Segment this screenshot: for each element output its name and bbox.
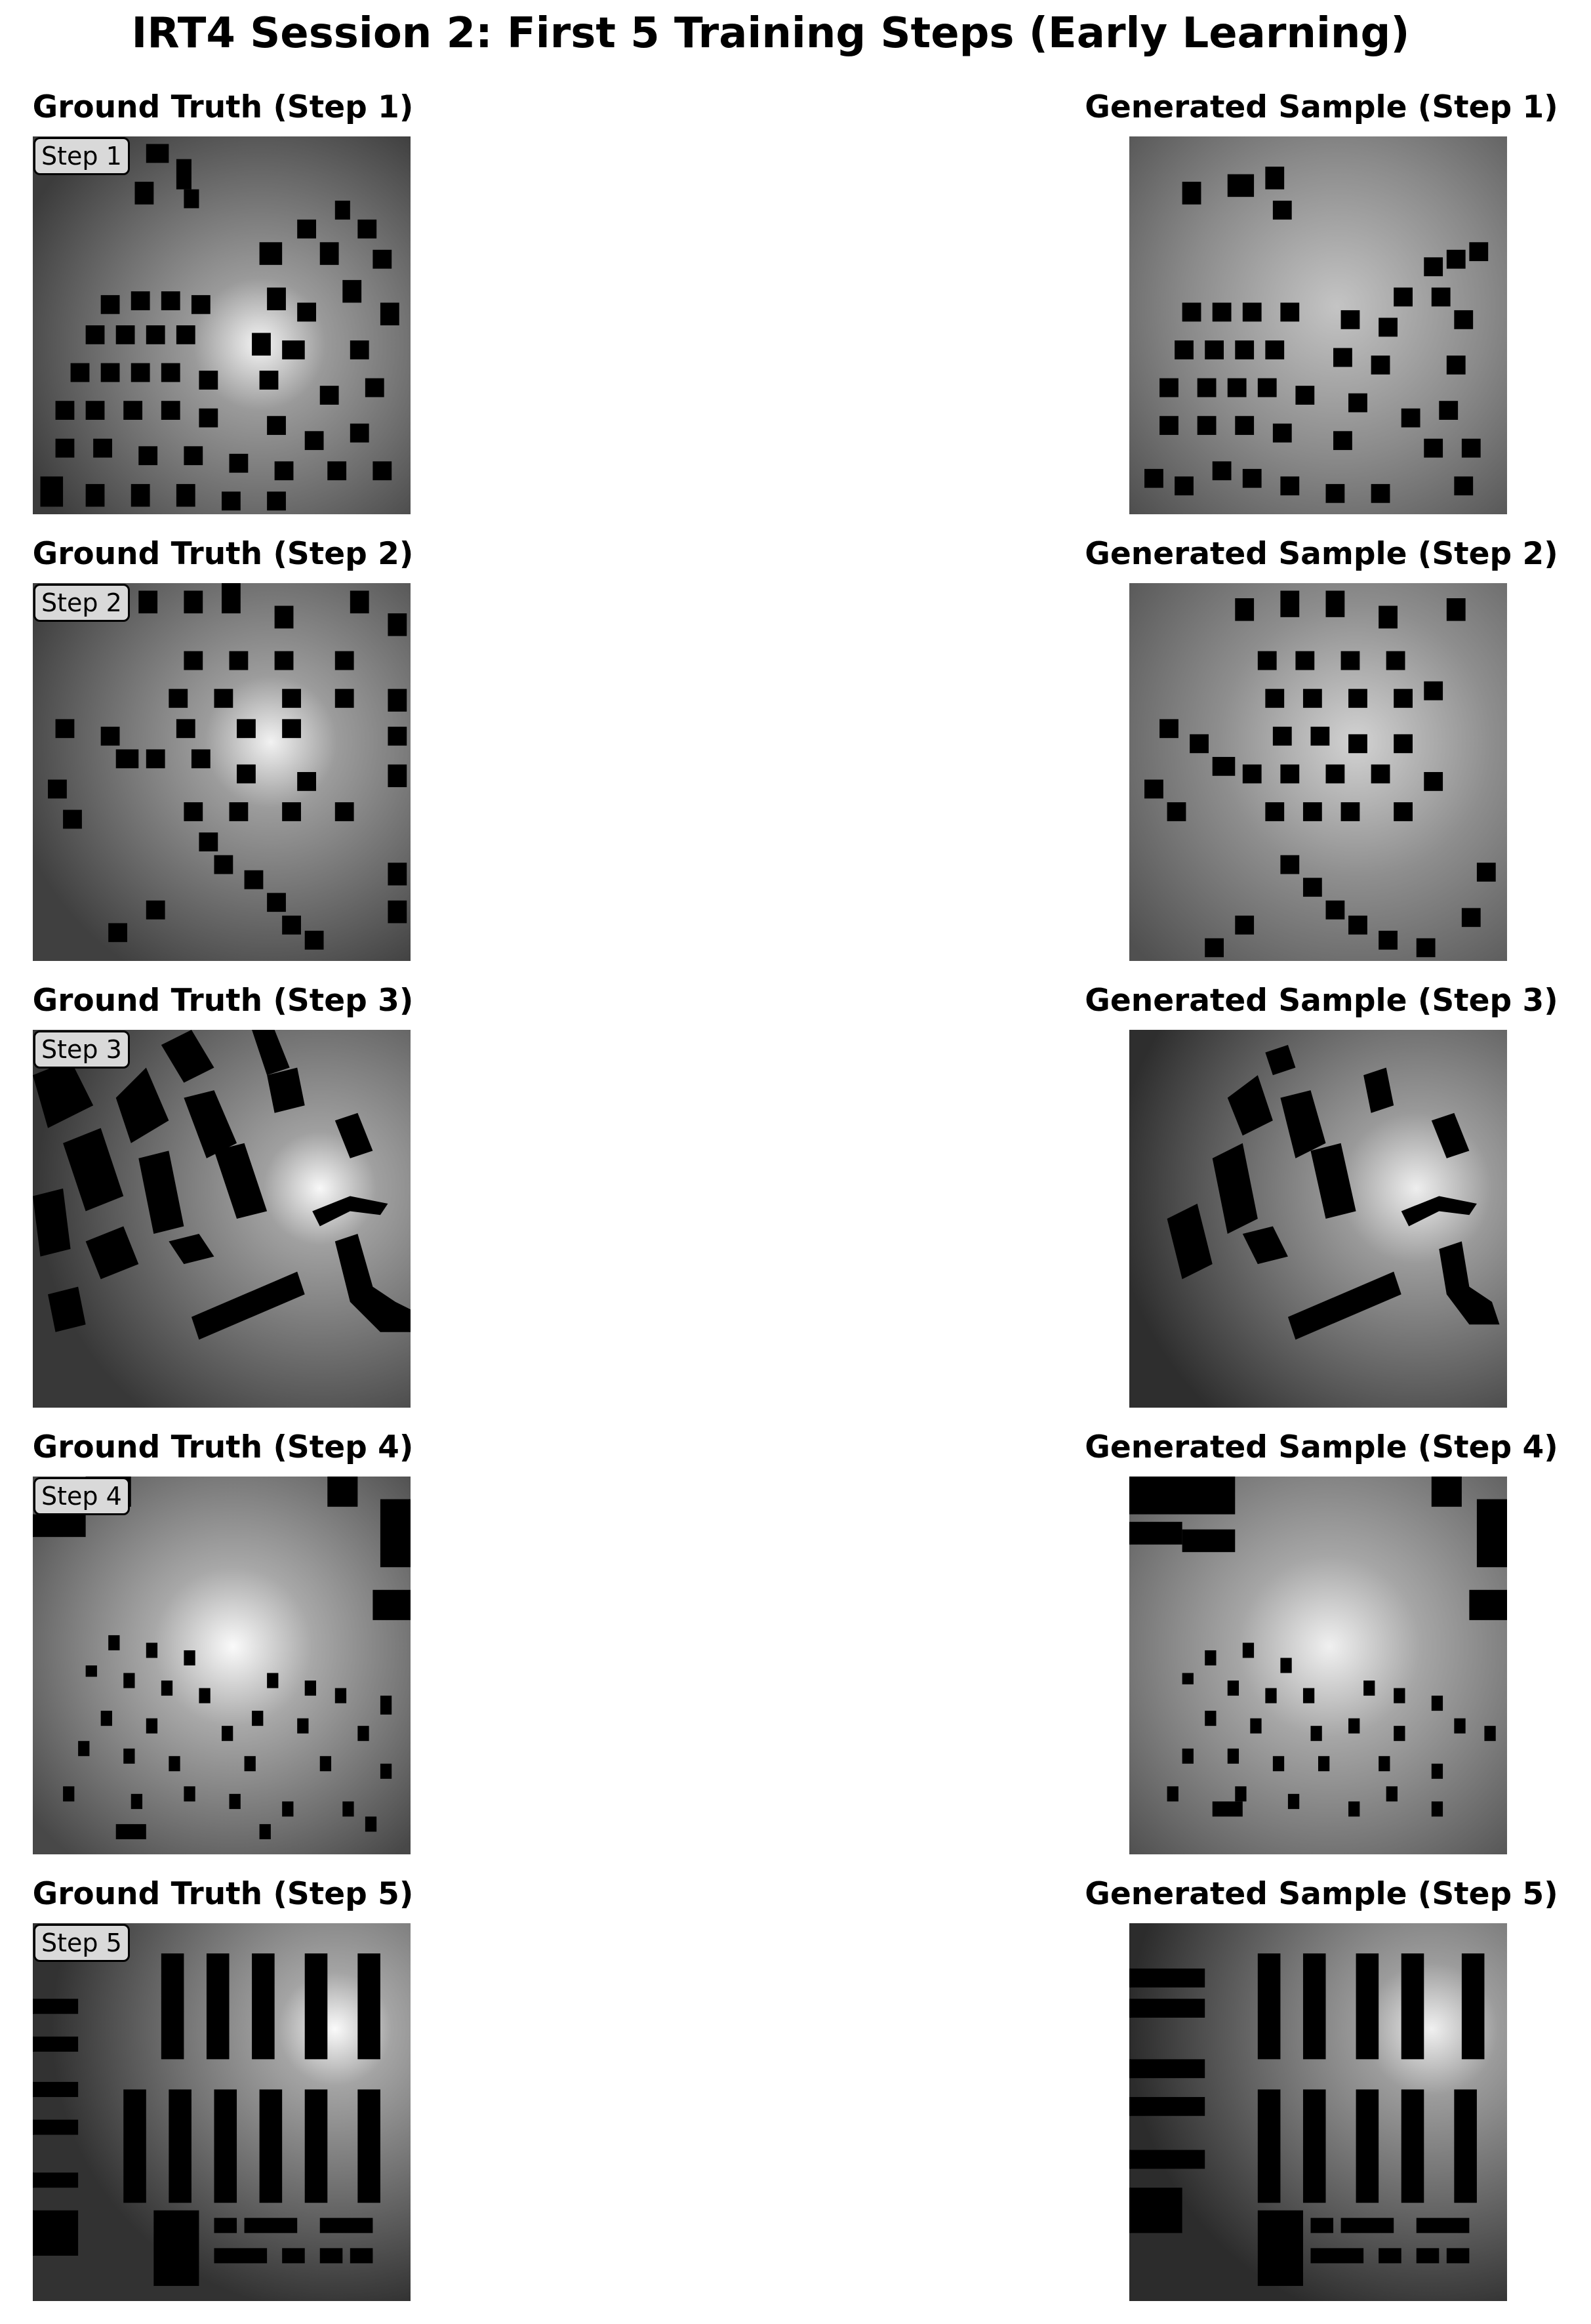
generated-image-2: [1129, 583, 1507, 961]
ground-truth-title-4: Ground Truth (Step 4): [32, 1429, 414, 1465]
ground-truth-title-1: Ground Truth (Step 1): [32, 89, 414, 125]
generated-title-4: Generated Sample (Step 4): [1085, 1429, 1558, 1465]
figure-title: IRT4 Session 2: First 5 Training Steps (…: [131, 9, 1410, 58]
step-badge-1: Step 1: [33, 137, 130, 175]
step-badge-5: Step 5: [33, 1924, 130, 1962]
ground-truth-image-3: Step 3: [33, 1030, 411, 1408]
generated-image-1: [1129, 136, 1507, 514]
step-badge-4: Step 4: [33, 1477, 130, 1515]
step-badge-3: Step 3: [33, 1030, 130, 1069]
ground-truth-image-5: Step 5: [33, 1923, 411, 2301]
generated-image-4: [1129, 1477, 1507, 1854]
ground-truth-title-5: Ground Truth (Step 5): [32, 1876, 414, 1912]
generated-image-3: [1129, 1030, 1507, 1408]
generated-title-2: Generated Sample (Step 2): [1085, 536, 1558, 572]
generated-title-5: Generated Sample (Step 5): [1085, 1876, 1558, 1912]
generated-title-3: Generated Sample (Step 3): [1085, 983, 1558, 1019]
generated-title-1: Generated Sample (Step 1): [1085, 89, 1558, 125]
generated-image-5: [1129, 1923, 1507, 2301]
ground-truth-title-3: Ground Truth (Step 3): [32, 983, 414, 1019]
ground-truth-image-4: Step 4: [33, 1477, 411, 1854]
step-badge-2: Step 2: [33, 584, 130, 622]
ground-truth-title-2: Ground Truth (Step 2): [32, 536, 414, 572]
ground-truth-image-2: Step 2: [33, 583, 411, 961]
ground-truth-image-1: Step 1: [33, 136, 411, 514]
